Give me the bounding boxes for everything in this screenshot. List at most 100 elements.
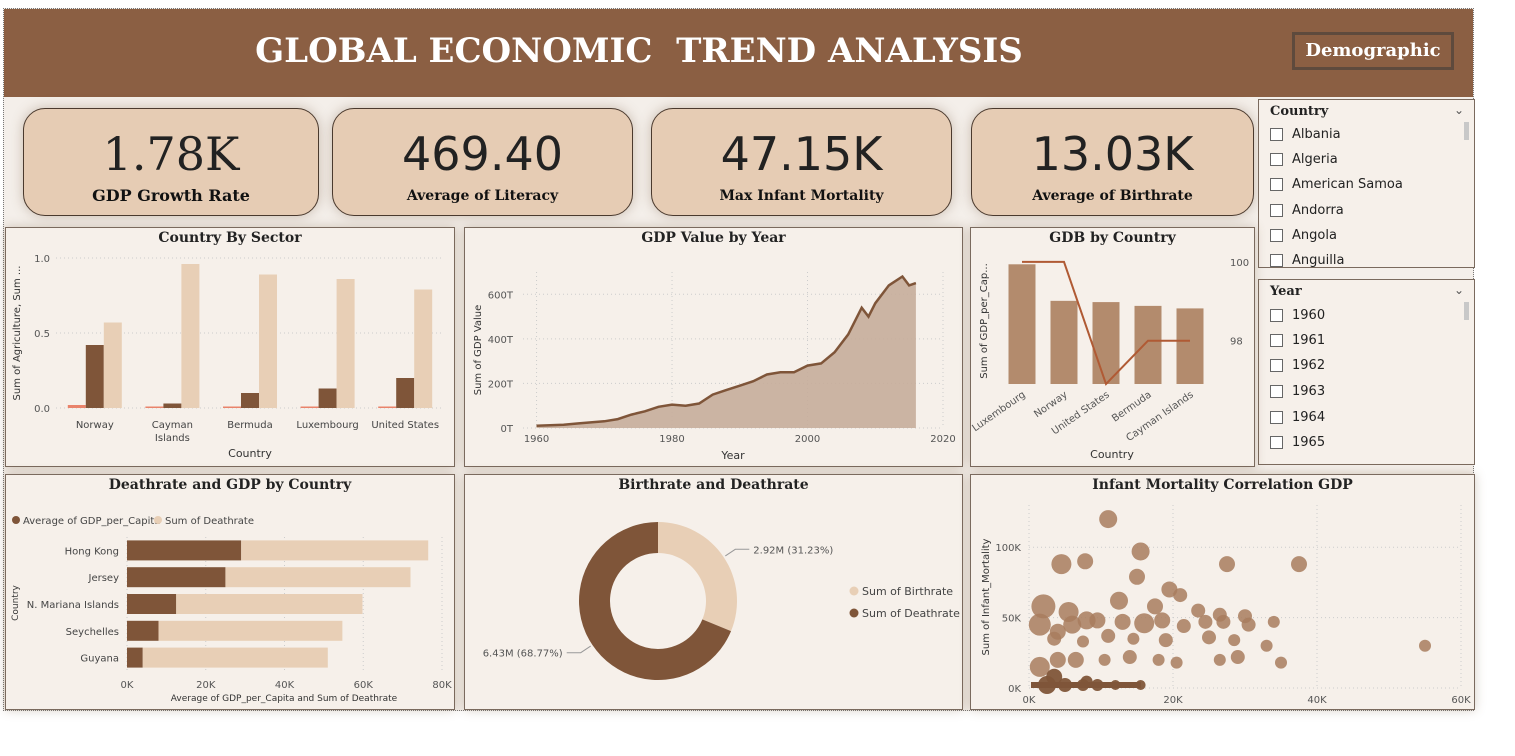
- area-fill: [536, 276, 916, 428]
- slicer-option-anguilla[interactable]: Anguilla: [1270, 250, 1345, 268]
- bar: [414, 289, 433, 408]
- bar: [241, 540, 429, 561]
- kpi-value: 13.03K: [1031, 127, 1194, 181]
- scatter-point: [1291, 556, 1307, 573]
- bar: [223, 406, 241, 408]
- scrollbar[interactable]: [1464, 302, 1469, 320]
- y-tick-label: Seychelles: [66, 627, 119, 638]
- x-tick-label: 80K: [432, 680, 452, 691]
- option-label: 1965: [1292, 434, 1326, 450]
- x-tick-label: 2020: [930, 434, 955, 445]
- scatter-point: [1131, 542, 1150, 561]
- x-tick-label: Cayman: [152, 420, 193, 431]
- bar: [300, 406, 319, 408]
- scatter-point: [1099, 510, 1118, 529]
- x-tick-label: Bermuda: [227, 420, 273, 431]
- scatter-point: [1419, 639, 1431, 652]
- scatter-point: [1158, 633, 1173, 648]
- scatter-point: [1241, 617, 1256, 632]
- slicer-option-1961[interactable]: 1961: [1270, 330, 1325, 350]
- option-label: Angola: [1292, 227, 1337, 243]
- chart-svg: Average of GDP_per_Capita Sum of Deathrat…: [11, 516, 452, 704]
- slicer-option-algeria[interactable]: Algeria: [1270, 149, 1338, 169]
- demographic-nav-button[interactable]: Demographic: [1292, 32, 1454, 70]
- slicer-option-albania[interactable]: Albania: [1270, 124, 1341, 144]
- bar: [1134, 305, 1162, 384]
- checkbox[interactable]: [1270, 253, 1283, 267]
- checkbox[interactable]: [1270, 228, 1283, 242]
- chart-svg: 0K 50K 100K 0K 20K 40K 60K Sum of Infant_Mortal…: [981, 505, 1471, 706]
- checkbox[interactable]: [1270, 308, 1283, 322]
- series-line: [536, 274, 917, 428]
- legend-marker: [849, 586, 859, 596]
- scrollbar[interactable]: [1464, 122, 1469, 140]
- y2-tick-label: 98: [1230, 337, 1243, 348]
- chevron-down-icon[interactable]: ⌄: [1453, 283, 1464, 297]
- chart-title: Country By Sector: [158, 230, 302, 246]
- legend-label: Sum of Birthrate: [862, 585, 953, 598]
- option-label: Anguilla: [1292, 252, 1345, 268]
- checkbox[interactable]: [1270, 358, 1283, 372]
- checkbox[interactable]: [1270, 177, 1283, 191]
- scatter-point: [1173, 588, 1188, 603]
- scatter-point: [1170, 656, 1183, 669]
- slicer-option-andorra[interactable]: Andorra: [1270, 200, 1344, 220]
- kpi-label: Average of Birthrate: [1032, 188, 1193, 204]
- kpi-label: Max Infant Mortality: [719, 188, 884, 204]
- bar: [127, 647, 143, 668]
- bar: [127, 620, 159, 641]
- scatter-point: [1077, 635, 1089, 648]
- y-tick-label: 0.0: [34, 404, 50, 415]
- checkbox[interactable]: [1270, 333, 1283, 347]
- x-tick-label: 40K: [1307, 695, 1327, 706]
- bar: [103, 322, 122, 408]
- x-tick-label: Islands: [155, 433, 190, 444]
- checkbox[interactable]: [1270, 435, 1283, 449]
- slicer-option-1965[interactable]: 1965: [1270, 432, 1325, 452]
- slicer-option-angola[interactable]: Angola: [1270, 225, 1337, 245]
- slicer-option-1962[interactable]: 1962: [1270, 355, 1325, 375]
- slicer-option-1963[interactable]: 1963: [1270, 381, 1325, 401]
- legend-label: Average of GDP_per_Capita: [23, 516, 160, 527]
- bar: [241, 393, 259, 408]
- scatter-point: [1213, 653, 1226, 666]
- bar: [336, 279, 355, 408]
- scatter-point: [1089, 612, 1106, 629]
- chevron-down-icon[interactable]: ⌄: [1453, 103, 1464, 117]
- scatter-point: [1216, 614, 1231, 629]
- year-slicer[interactable]: Year ⌄ 1960 1961 1962 1963 1964 1965: [1258, 279, 1475, 465]
- kpi-card-literacy: 469.40 Average of Literacy: [332, 108, 633, 216]
- bar: [1008, 264, 1036, 384]
- scatter-point-cluster: [1031, 682, 1141, 688]
- slicer-option-1964[interactable]: 1964: [1270, 407, 1325, 427]
- scatter-point: [1275, 656, 1287, 669]
- y-tick-label: 600T: [488, 290, 514, 301]
- checkbox[interactable]: [1270, 203, 1283, 217]
- bar: [158, 620, 343, 641]
- y-tick-label: 1.0: [34, 254, 50, 265]
- checkbox[interactable]: [1270, 410, 1283, 424]
- slicer-option-american-samoa[interactable]: American Samoa: [1270, 174, 1403, 194]
- chart-title: Birthrate and Deathrate: [618, 477, 809, 493]
- gdb-by-country-chart: GDB by Country Luxembourg Norway United St…: [970, 227, 1255, 467]
- legend-label: Sum of Deathrate: [862, 607, 960, 620]
- checkbox[interactable]: [1270, 127, 1283, 141]
- scatter-point: [1049, 651, 1066, 668]
- kpi-label: Average of Literacy: [406, 188, 559, 204]
- scatter-point: [1047, 631, 1062, 646]
- dashboard-canvas: GLOBAL ECONOMIC TREND ANALYSIS Demograph…: [3, 8, 1475, 711]
- option-label: Andorra: [1292, 202, 1344, 218]
- country-slicer[interactable]: Country ⌄ Albania Algeria American Samoa…: [1258, 99, 1475, 268]
- x-tick-label: Luxembourg: [296, 420, 358, 431]
- checkbox[interactable]: [1270, 384, 1283, 398]
- slicer-option-1960[interactable]: 1960: [1270, 305, 1325, 325]
- infant-mortality-correlation-chart: Infant Mortality Correlation GDP 0K 50K 10…: [970, 474, 1475, 710]
- y-axis-title: Sum of GDP_per_Cap...: [979, 263, 990, 379]
- x-axis-title: Country: [228, 447, 272, 460]
- legend-marker: [154, 516, 162, 524]
- checkbox[interactable]: [1270, 152, 1283, 166]
- leader-line: [566, 645, 591, 654]
- chart-title: GDB by Country: [1049, 230, 1176, 246]
- kpi-label: GDP Growth Rate: [92, 186, 250, 205]
